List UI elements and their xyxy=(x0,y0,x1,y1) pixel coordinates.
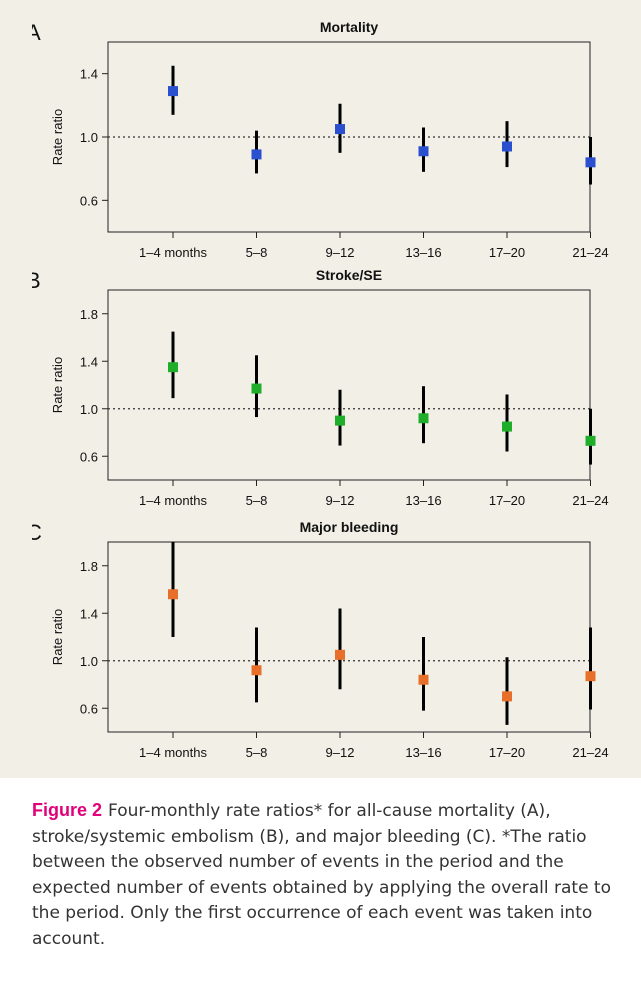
panel-b: B Stroke/SE Rate ratio 0.6 1.0 1.4 1.8 1–4 mont… xyxy=(26,267,624,518)
x-tick-label: 17–20 xyxy=(489,245,525,260)
panel-label: C xyxy=(32,520,42,545)
y-axis-label: Rate ratio xyxy=(50,609,65,665)
x-tick-label: 1–4 months xyxy=(139,493,207,508)
x-tick-label: 5–8 xyxy=(246,745,268,760)
y-tick-label: 1.4 xyxy=(80,67,98,82)
y-axis-label: Rate ratio xyxy=(50,109,65,165)
chart-major-bleeding: C Major bleeding Rate ratio 0.6 1.0 1.4 1.8 1–4… xyxy=(26,519,609,760)
x-tick-label: 9–12 xyxy=(326,245,355,260)
y-tick-label: 1.8 xyxy=(80,559,98,574)
y-tick-label: 0.6 xyxy=(80,449,98,464)
point-a-6 xyxy=(585,157,596,168)
x-tick-label: 5–8 xyxy=(246,493,268,508)
panel-c: C Major bleeding Rate ratio 0.6 1.0 1.4 1.8 1–4… xyxy=(26,519,624,770)
chart-title: Mortality xyxy=(320,20,379,35)
y-axis-label: Rate ratio xyxy=(50,357,65,413)
x-tick-label: 21–24 xyxy=(572,245,608,260)
point-a-3 xyxy=(335,124,345,135)
chart-title: Major bleeding xyxy=(300,520,399,535)
x-tick-label: 17–20 xyxy=(489,493,525,508)
point-c-3 xyxy=(335,649,345,660)
y-tick-label: 1.4 xyxy=(80,606,98,621)
point-a-1 xyxy=(168,86,178,97)
point-b-6 xyxy=(585,435,596,446)
point-c-1 xyxy=(168,589,178,600)
y-tick-label: 0.6 xyxy=(80,193,98,208)
x-tick-label: 13–16 xyxy=(405,745,441,760)
point-c-4 xyxy=(418,674,429,685)
panel-label: B xyxy=(32,268,41,293)
x-tick-label: 9–12 xyxy=(326,745,355,760)
chart-title: Stroke/SE xyxy=(316,268,382,283)
plot-frame xyxy=(107,289,591,481)
x-tick-label: 1–4 months xyxy=(139,245,207,260)
y-tick-label: 1.0 xyxy=(80,654,98,669)
point-c-5 xyxy=(502,691,512,702)
plot-frame xyxy=(107,541,591,733)
panel-a: A Mortality Rate ratio 0.6 1.0 1.4 1–4 months 5… xyxy=(26,19,624,270)
x-tick-label: 5–8 xyxy=(246,245,268,260)
figure-caption: Figure 2 Four-monthly rate ratios* for al… xyxy=(32,798,624,952)
chart-stroke-se: B Stroke/SE Rate ratio 0.6 1.0 1.4 1.8 1–4 mont… xyxy=(26,267,609,508)
y-tick-label: 1.0 xyxy=(80,130,98,145)
figure-panel: A Mortality Rate ratio 0.6 1.0 1.4 1–4 months 5… xyxy=(0,0,641,778)
x-tick-label: 1–4 months xyxy=(139,745,207,760)
figure-label: Figure 2 xyxy=(32,800,103,820)
panel-label: A xyxy=(32,20,41,45)
x-tick-label: 21–24 xyxy=(572,745,608,760)
x-tick-label: 13–16 xyxy=(405,245,441,260)
point-b-4 xyxy=(418,413,429,424)
chart-mortality: A Mortality Rate ratio 0.6 1.0 1.4 1–4 months 5… xyxy=(26,19,609,260)
y-tick-label: 1.4 xyxy=(80,354,98,369)
y-tick-label: 0.6 xyxy=(80,701,98,716)
x-tick-label: 9–12 xyxy=(326,493,355,508)
x-tick-label: 13–16 xyxy=(405,493,441,508)
point-c-6 xyxy=(585,671,596,682)
point-b-2 xyxy=(251,383,262,394)
y-tick-label: 1.0 xyxy=(80,402,98,417)
y-tick-label: 1.8 xyxy=(80,307,98,322)
x-tick-label: 21–24 xyxy=(572,493,608,508)
point-c-2 xyxy=(251,665,262,676)
point-a-5 xyxy=(502,141,512,152)
point-a-2 xyxy=(251,149,262,160)
point-b-5 xyxy=(502,421,512,432)
x-tick-label: 17–20 xyxy=(489,745,525,760)
point-b-3 xyxy=(335,415,345,426)
point-b-1 xyxy=(168,362,178,373)
caption-text: Four-monthly rate ratios* for all-cause … xyxy=(32,801,611,949)
point-a-4 xyxy=(418,146,429,157)
